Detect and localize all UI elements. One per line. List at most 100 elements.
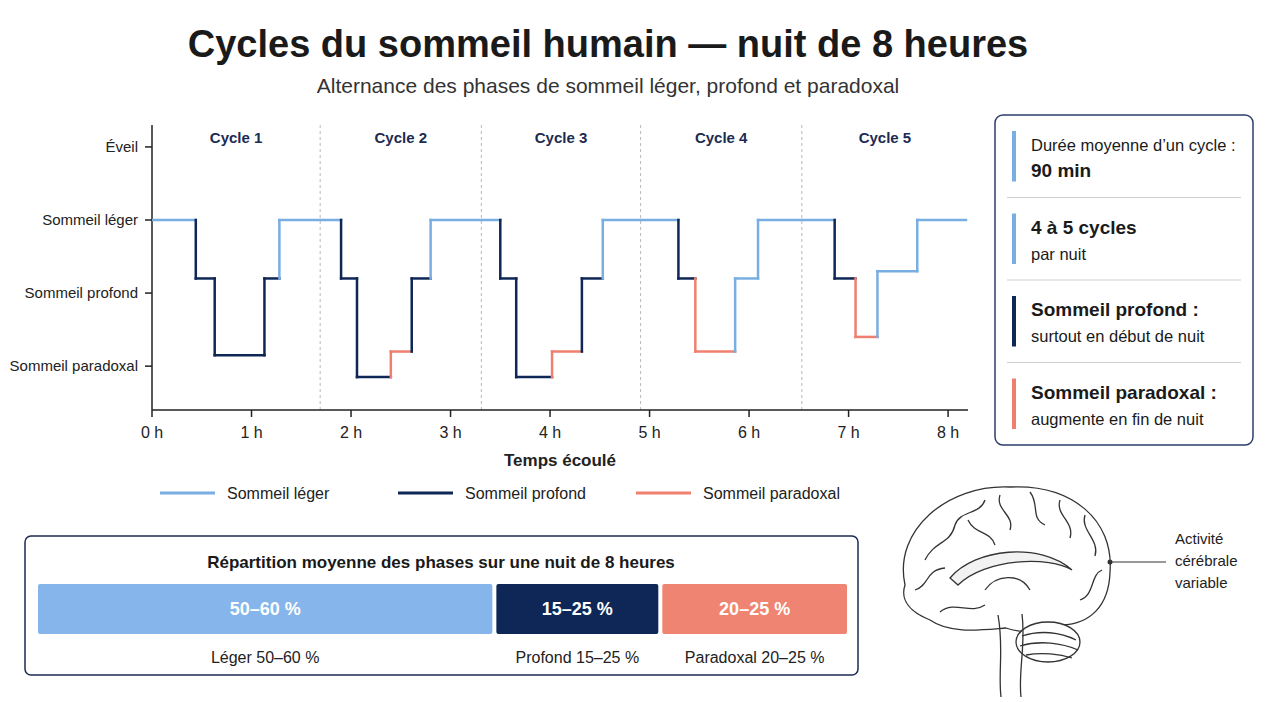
cycle-divider bbox=[640, 125, 641, 410]
step-connector bbox=[263, 278, 266, 355]
fact-text: par nuit bbox=[1031, 245, 1086, 263]
step-segment bbox=[877, 270, 917, 273]
step-segment bbox=[431, 219, 501, 222]
step-connector bbox=[876, 271, 879, 337]
fact-text: 4 à 5 cycles bbox=[1031, 217, 1137, 238]
y-axis-line bbox=[151, 125, 153, 410]
y-tick-label: Éveil bbox=[105, 138, 138, 155]
brainstem bbox=[998, 614, 1023, 697]
brain-gyrus bbox=[1030, 492, 1045, 525]
step-connector bbox=[340, 220, 343, 278]
step-segment bbox=[835, 277, 856, 280]
step-segment bbox=[341, 277, 357, 280]
cycle-label: Cycle 3 bbox=[535, 129, 588, 146]
fact-color-bar bbox=[1012, 379, 1016, 430]
legend: Sommeil légerSommeil profondSommeil para… bbox=[160, 485, 840, 502]
thalamus bbox=[985, 578, 1030, 590]
fact-color-bar bbox=[1012, 214, 1016, 265]
category-label: Léger 50–60 % bbox=[211, 649, 320, 666]
y-tick-label: Sommeil léger bbox=[42, 211, 138, 228]
y-tick bbox=[145, 219, 152, 221]
step-segment bbox=[735, 277, 758, 280]
x-tick bbox=[151, 410, 153, 417]
corpus-callosum bbox=[950, 552, 1072, 585]
cycle-label: Cycle 1 bbox=[210, 129, 263, 146]
step-segment bbox=[917, 219, 966, 222]
x-tick-label: 6 h bbox=[738, 424, 760, 441]
step-connector bbox=[833, 220, 836, 278]
category-label: Paradoxal 20–25 % bbox=[685, 649, 825, 666]
leader-line bbox=[1110, 561, 1166, 562]
category-label: Profond 15–25 % bbox=[516, 649, 640, 666]
panel-separator bbox=[1007, 197, 1241, 198]
x-tick-label: 8 h bbox=[937, 424, 959, 441]
distribution-segment bbox=[662, 584, 847, 634]
step-connector bbox=[734, 278, 737, 351]
cycle-divider bbox=[481, 125, 482, 410]
step-connector bbox=[390, 352, 393, 378]
distribution-chart: Répartition moyenne des phases sur une n… bbox=[25, 536, 858, 675]
page: Cycles du sommeil humain — nuit de 8 heu… bbox=[0, 0, 1280, 702]
distribution-segment bbox=[38, 584, 492, 634]
x-tick bbox=[947, 410, 949, 417]
step-connector bbox=[757, 220, 760, 278]
data-label: 50–60 % bbox=[230, 599, 301, 619]
brain-gyrus bbox=[940, 605, 985, 612]
y-tick bbox=[145, 365, 152, 367]
step-segment bbox=[357, 376, 391, 379]
step-segment bbox=[500, 277, 516, 280]
step-segment bbox=[603, 219, 679, 222]
fact-text: 90 min bbox=[1031, 160, 1091, 181]
y-tick bbox=[145, 292, 152, 294]
x-tick-label: 7 h bbox=[837, 424, 859, 441]
step-connector bbox=[356, 278, 359, 377]
x-axis-title: Temps écoulé bbox=[504, 451, 616, 470]
cycle-label: Cycle 4 bbox=[695, 129, 748, 146]
cerebellum bbox=[1016, 622, 1080, 662]
step-connector bbox=[278, 220, 281, 278]
label-line: variable bbox=[1175, 574, 1228, 591]
step-connector bbox=[213, 278, 216, 355]
x-tick bbox=[350, 410, 352, 417]
data-label: 20–25 % bbox=[719, 599, 790, 619]
plot-data bbox=[152, 220, 966, 377]
x-tick bbox=[649, 410, 651, 417]
x-tick bbox=[748, 410, 750, 417]
title: Cycles du sommeil humain — nuit de 8 heu… bbox=[188, 23, 1028, 65]
step-segment bbox=[279, 219, 341, 222]
step-segment bbox=[582, 277, 603, 280]
cycle-divider bbox=[320, 125, 321, 410]
y-tick bbox=[145, 146, 152, 148]
x-axis-line bbox=[152, 409, 968, 411]
x-tick bbox=[848, 410, 850, 417]
cerebellum-folds bbox=[1020, 633, 1078, 658]
x-tick bbox=[549, 410, 551, 417]
x-tick-label: 1 h bbox=[240, 424, 262, 441]
step-segment bbox=[678, 277, 695, 280]
fact-text: Sommeil profond : bbox=[1031, 299, 1199, 320]
leader-dot bbox=[1108, 560, 1113, 565]
cycle-label: Cycle 2 bbox=[375, 129, 428, 146]
step-segment bbox=[695, 350, 735, 353]
brain-gyrus bbox=[968, 520, 995, 545]
fact-text: Durée moyenne d’un cycle : bbox=[1031, 136, 1236, 154]
step-segment bbox=[215, 354, 265, 357]
x-tick bbox=[450, 410, 452, 417]
data-label: 15–25 % bbox=[542, 599, 613, 619]
brain-illustration bbox=[903, 487, 1110, 697]
x-tick-label: 0 h bbox=[141, 424, 163, 441]
x-tick-label: 2 h bbox=[340, 424, 362, 441]
fact-color-bar bbox=[1012, 131, 1016, 182]
step-connector bbox=[916, 220, 919, 271]
step-segment bbox=[552, 350, 582, 353]
legend-label: Sommeil léger bbox=[227, 485, 330, 502]
step-connector bbox=[551, 352, 554, 378]
step-connector bbox=[499, 220, 502, 278]
step-segment bbox=[758, 219, 835, 222]
x-tick-label: 4 h bbox=[539, 424, 561, 441]
step-connector bbox=[694, 278, 697, 351]
fact-text: augmente en fin de nuit bbox=[1031, 410, 1204, 428]
step-segment bbox=[516, 376, 552, 379]
legend-label: Sommeil profond bbox=[465, 485, 586, 502]
x-tick-label: 5 h bbox=[638, 424, 660, 441]
